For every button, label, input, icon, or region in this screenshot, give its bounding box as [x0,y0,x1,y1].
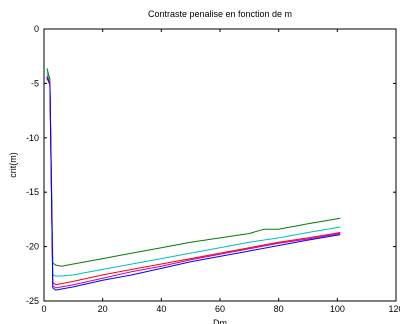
series-line-3 [46,75,341,286]
ticks-layer: 0 20 40 60 80 100 120 0 -5 -10 -15 -20 -25 [26,24,400,314]
chart-title: Contraste penalise en fonction de m [148,9,292,19]
x-tick-label: 0 [41,304,46,314]
y-tick-label: -15 [26,187,39,197]
y-tick-label: -25 [26,296,39,306]
x-tick-label: 120 [388,304,400,314]
y-tick-label: -20 [26,242,39,252]
series-line-1 [46,68,341,267]
y-tick-label: 0 [34,24,39,34]
y-axis-label: crit(m) [8,152,18,178]
x-axis-label: Dm [213,318,227,324]
y-tick-label: -5 [31,78,39,88]
x-tick-label: 40 [156,304,166,314]
x-tick-label: 80 [274,304,284,314]
x-tick-label: 100 [330,304,345,314]
x-tick-label: 60 [215,304,225,314]
x-tick-label: 20 [98,304,108,314]
y-tick-label: -10 [26,133,39,143]
series-line-2 [46,72,341,277]
series-line-5 [46,77,341,291]
series-layer [46,68,341,291]
series-line-4 [46,76,341,289]
